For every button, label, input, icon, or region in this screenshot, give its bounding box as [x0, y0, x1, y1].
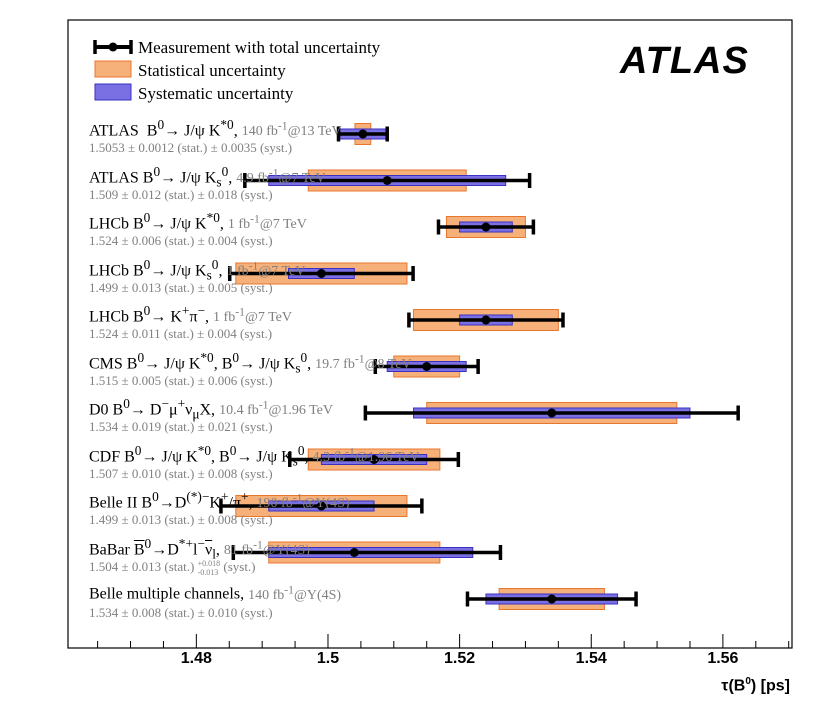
measurement-label: LHCb B0→ J/ψ K*0, 1 fb-1@7 TeV: [89, 210, 307, 233]
measurement-luminosity: 140 fb-1@Υ(4S): [248, 583, 342, 603]
measurement-label: Belle II B0→D(*)−K+/π+, 190 fb-1@Υ(4S): [89, 489, 350, 512]
measurement-entry: [288, 448, 461, 471]
measurement-value-text: 1.515 ± 0.005 (stat.) ± 0.006 (syst.): [89, 372, 273, 388]
central-value-point: [547, 594, 557, 604]
central-value-point: [349, 548, 359, 557]
measurement-luminosity: 81 fb-1@Υ(4S): [223, 538, 310, 558]
x-tick-label: 1.52: [444, 650, 476, 667]
legend-measurement-point: [108, 42, 118, 52]
legend-systematic-label: Systematic uncertainty: [138, 84, 294, 103]
x-axis-label: τ(B0) [ps]: [721, 676, 790, 695]
measurement-label: ATLAS B0→ J/ψ Ks0, 4.9 fb-1@7 TeV: [89, 163, 326, 190]
legend-systematic-swatch: [94, 83, 132, 101]
measurement-label: LHCb B0→ J/ψ Ks0, 1 fb-1@7 TeV: [89, 256, 306, 283]
legend-labels: Measurement with total uncertainty Stati…: [138, 36, 380, 105]
measurement-value-text: 1.524 ± 0.011 (stat.) ± 0.004 (syst.): [89, 326, 273, 341]
measurement-luminosity: 1 fb-1@7 TeV: [226, 259, 306, 279]
measurement-value-text: 1.534 ± 0.019 (stat.) ± 0.021 (syst.): [89, 419, 273, 434]
measurement-luminosity: 4.9 fb-1@7 TeV: [236, 166, 326, 186]
central-value-point: [422, 362, 432, 371]
measurement-luminosity: 1 fb-1@7 TeV: [227, 212, 307, 233]
measurement-value-text: 1.499 ± 0.013 (stat.) ± 0.005 (syst.): [89, 279, 273, 295]
central-value-point: [382, 176, 392, 185]
legend-statistical-swatch: [94, 60, 132, 78]
measurement-value-text: 1.534 ± 0.008 (stat.) ± 0.010 (syst.): [89, 605, 273, 620]
measurement-luminosity: 4.3 fb-1@1.96 TeV: [312, 445, 420, 465]
measurement-luminosity: 19.7 fb-1@8 TeV: [315, 352, 412, 372]
legend-measurement-label: Measurement with total uncertainty: [138, 38, 381, 57]
measurement-entry: [243, 169, 532, 192]
x-axis-label-sup: 0: [745, 676, 751, 687]
x-tick-label: 1.5: [316, 650, 340, 667]
measurement-entry: [231, 541, 503, 564]
measurement-luminosity: 1 fb-1@7 TeV: [213, 305, 292, 326]
measurement-label: Belle multiple channels, 140 fb-1@Υ(4S): [89, 583, 342, 603]
central-value-point: [316, 269, 326, 278]
central-value-point: [547, 408, 557, 418]
measurement-value-text: 1.504 ± 0.013 (stat.) +0.018 -0.013 (syst…: [89, 558, 256, 577]
central-value-point: [358, 129, 368, 139]
measurement-entry: [407, 309, 565, 331]
measurement-entries: [219, 123, 740, 610]
measurement-label: CDF B0→ J/ψ K*0, B0→ J/ψ Ks0, 4.3 fb-1@1…: [89, 442, 420, 469]
measurement-label: BaBar B0→D*+l−νl, 81 fb-1@Υ(4S): [89, 535, 310, 562]
measurement-value-text: 1.5053 ± 0.0012 (stat.) ± 0.0035 (syst.): [89, 140, 293, 155]
measurement-label: D0 B0→ D−μ+νμX, 10.4 fb-1@1.96 TeV: [89, 396, 333, 422]
central-value-point: [481, 222, 491, 232]
x-axis-label-tail: ) [ps]: [750, 677, 790, 695]
measurement-label: CMS B0→ J/ψ K*0, B0→ J/ψ Ks0, 19.7 fb-1@…: [89, 349, 412, 376]
measurement-value-text: 1.509 ± 0.012 (stat.) ± 0.018 (syst.): [89, 186, 273, 202]
central-value-point: [369, 455, 379, 464]
measurement-luminosity: 190 fb-1@Υ(4S): [256, 491, 350, 512]
x-axis-ticks: [97, 634, 790, 648]
x-tick-label: 1.48: [180, 650, 212, 667]
measurement-entry: [336, 123, 389, 145]
measurement-label: ATLAS B0→ J/ψ K*0, 140 fb-1@13 TeV: [89, 117, 342, 140]
measurement-value-text: 1.499 ± 0.013 (stat.) ± 0.008 (syst.): [89, 512, 273, 527]
atlas-brand: ATLAS: [620, 40, 749, 82]
x-axis-label-main: τ(B: [721, 677, 746, 695]
measurement-entry: [227, 262, 415, 285]
measurement-entry: [465, 588, 638, 610]
measurement-value-text: 1.507 ± 0.010 (stat.) ± 0.008 (syst.): [89, 465, 273, 481]
legend-statistical-label: Statistical uncertainty: [138, 61, 286, 80]
measurement-luminosity: 140 fb-1@13 TeV: [241, 119, 342, 140]
legend: [93, 40, 133, 101]
measurement-entry: [363, 402, 740, 424]
measurement-value-text: 1.524 ± 0.006 (stat.) ± 0.004 (syst.): [89, 233, 273, 248]
x-tick-label: 1.54: [575, 650, 607, 667]
measurement-entry: [219, 495, 424, 517]
measurement-luminosity: 10.4 fb-1@1.96 TeV: [219, 398, 333, 419]
measurement-entry: [373, 355, 480, 378]
central-value-point: [481, 315, 491, 325]
central-value-point: [316, 501, 326, 511]
measurement-entry: [436, 216, 536, 238]
measurement-label: LHCb B0→ K+π−, 1 fb-1@7 TeV: [89, 303, 292, 326]
plot-frame: [67, 19, 793, 649]
x-tick-label: 1.56: [707, 650, 739, 667]
